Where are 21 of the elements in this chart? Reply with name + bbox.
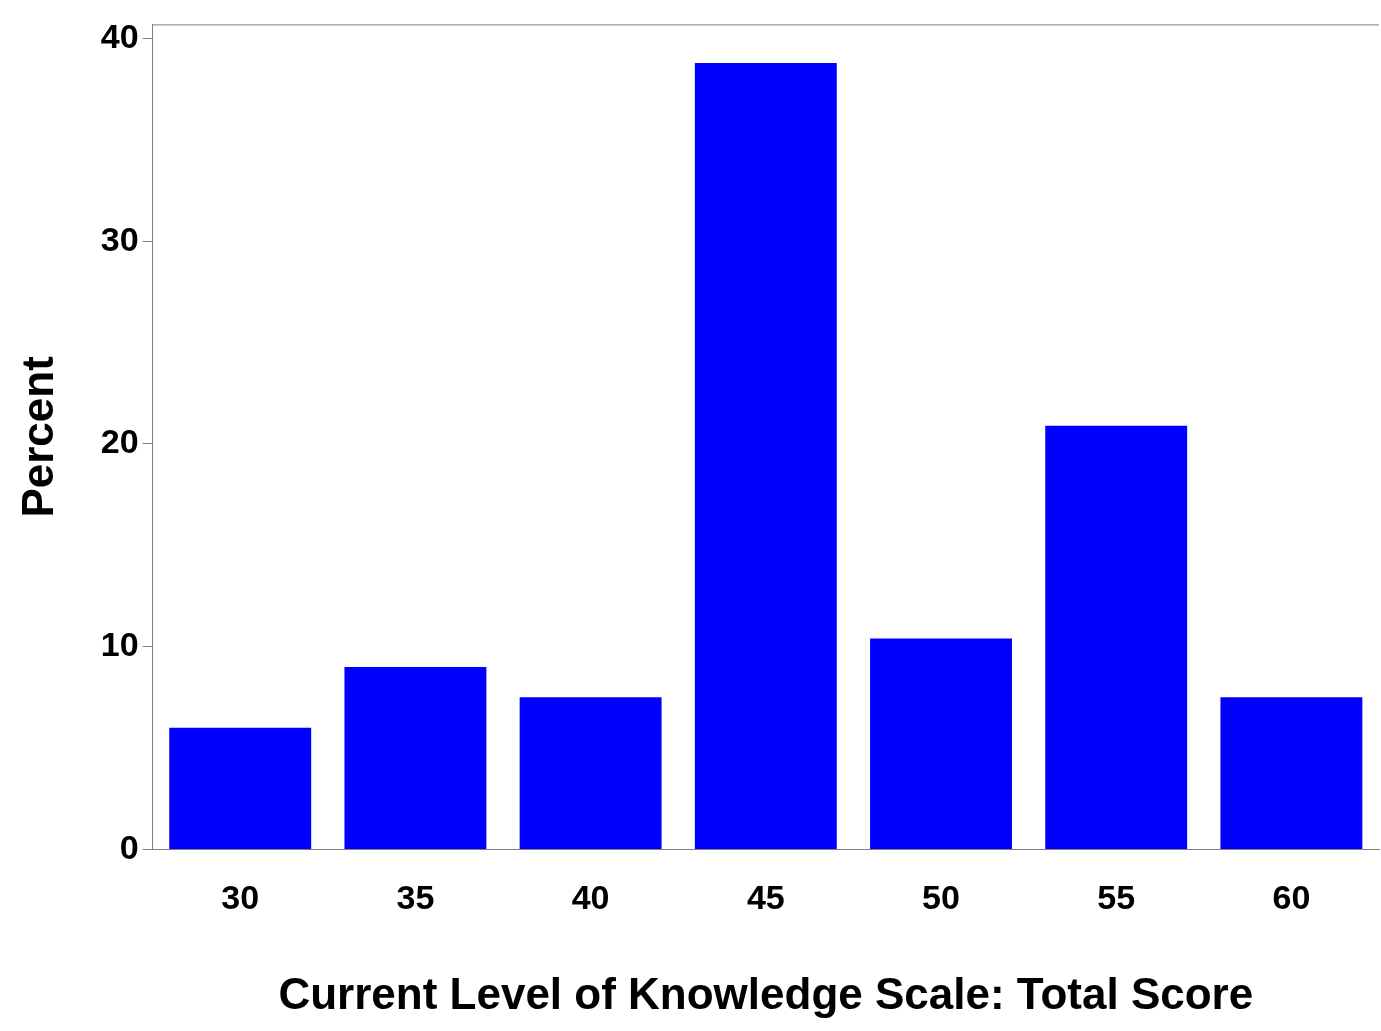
bar [870, 638, 1012, 849]
x-tick-label: 40 [571, 878, 610, 917]
y-tick-label: 20 [100, 422, 139, 461]
y-tick-label: 10 [100, 625, 139, 664]
y-tick-label: 0 [119, 827, 139, 866]
x-axis-title: Current Level of Knowledge Scale: Total Score [278, 968, 1254, 1018]
x-tick-label: 45 [746, 878, 785, 917]
x-tick-label: 55 [1097, 878, 1136, 917]
bar [169, 727, 312, 849]
bar [694, 62, 837, 849]
bar [344, 666, 487, 849]
x-tick-label: 35 [396, 878, 435, 917]
x-tick-label: 30 [221, 878, 260, 917]
y-tick-label: 40 [100, 16, 139, 55]
bar [1220, 697, 1363, 849]
y-tick-label: 30 [100, 219, 139, 258]
x-tick-label: 60 [1272, 878, 1311, 917]
x-tick-label: 50 [922, 878, 960, 917]
bar [519, 697, 662, 849]
y-axis-title: Percent [12, 355, 62, 518]
bar [1045, 425, 1188, 849]
